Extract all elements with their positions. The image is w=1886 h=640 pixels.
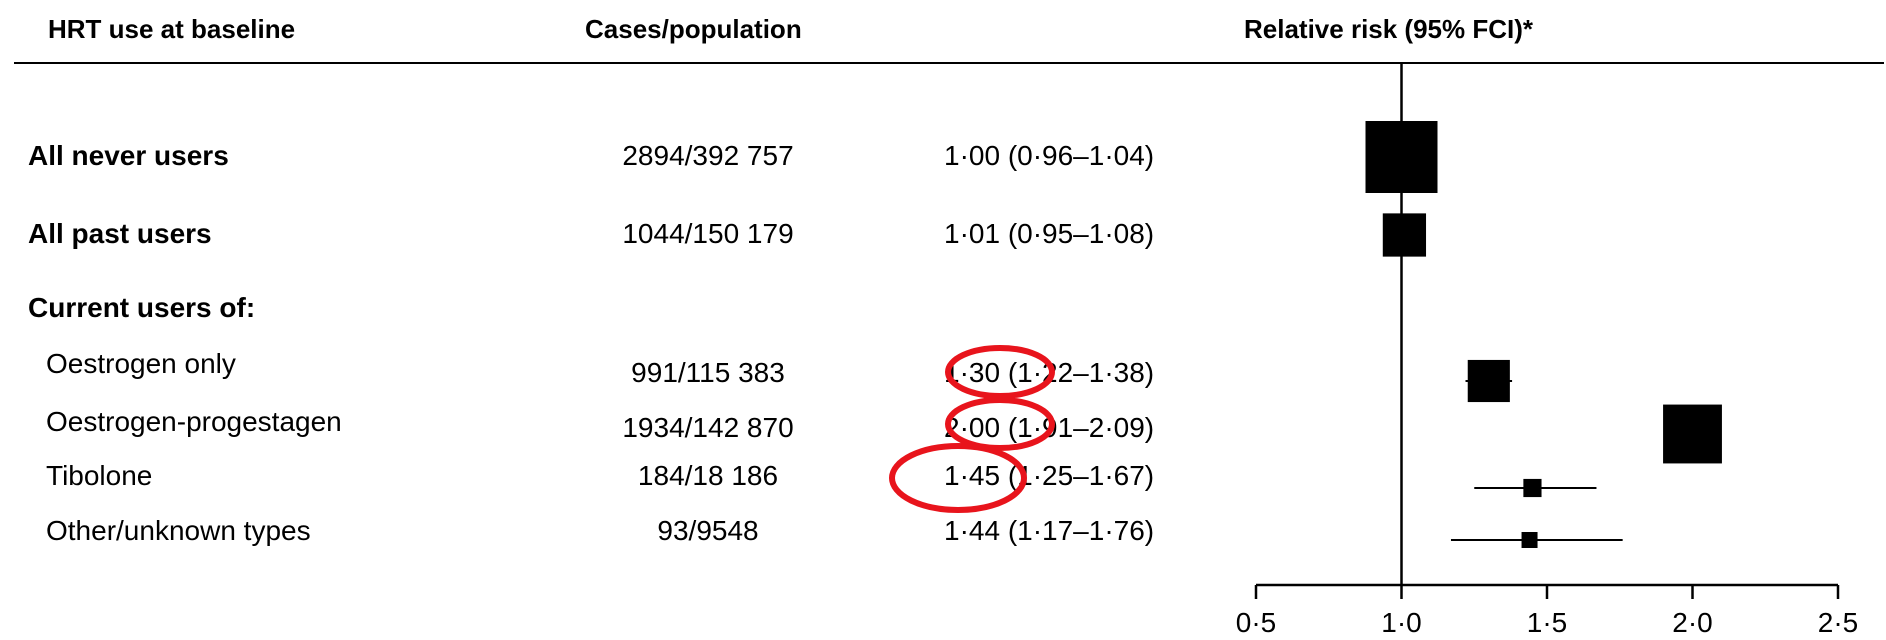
point-estimate-square: [1382, 213, 1427, 257]
header-relative-risk: Relative risk (95% FCI)*: [1244, 14, 1534, 44]
header-rule: [14, 62, 1884, 64]
row-label-tibolone: Tibolone: [46, 460, 153, 491]
row-label-all-past: All past users: [28, 218, 212, 249]
row-label-oestrogen-progestagen: Oestrogen-progestagen: [46, 406, 342, 437]
rr-tibolone: 1·45 (1·25–1·67): [944, 460, 1155, 491]
row-label-other-unknown: Other/unknown types: [46, 515, 311, 546]
row-label-all-never: All never users: [28, 140, 229, 171]
point-estimate-square: [1521, 532, 1538, 548]
cases-all-never: 2894/392 757: [622, 140, 794, 171]
header-hrt-use: HRT use at baseline: [48, 14, 296, 44]
x-tick-label: 0·5: [1236, 607, 1276, 638]
rr-all-never: 1·00 (0·96–1·04): [944, 140, 1155, 171]
point-estimate-square: [1365, 121, 1438, 193]
point-estimate-square: [1523, 478, 1542, 498]
x-tick-label: 2·0: [1672, 607, 1712, 638]
row-label-oestrogen-only: Oestrogen only: [46, 348, 236, 379]
cases-tibolone: 184/18 186: [637, 460, 779, 491]
cases-oestrogen-only: 991/115 383: [631, 357, 785, 388]
cases-all-past: 1044/150 179: [622, 218, 794, 249]
point-estimate-square: [1467, 359, 1510, 403]
x-tick-label: 1·0: [1381, 607, 1421, 638]
header-cases-population: Cases/population: [585, 14, 802, 44]
rr-other-unknown: 1·44 (1·17–1·76): [944, 515, 1155, 546]
row-label-current-users: Current users of:: [28, 292, 256, 323]
rr-all-past: 1·01 (0·95–1·08): [944, 218, 1155, 249]
point-estimate-square: [1663, 404, 1722, 464]
annotation-circle: [945, 345, 1055, 399]
cases-oestrogen-progestagen: 1934/142 870: [622, 412, 794, 443]
annotation-circle: [889, 443, 1027, 513]
x-tick-label: 2·5: [1818, 607, 1858, 638]
cases-other-unknown: 93/9548: [657, 515, 759, 546]
annotation-circle: [945, 397, 1055, 451]
x-tick-label: 1·5: [1527, 607, 1567, 638]
